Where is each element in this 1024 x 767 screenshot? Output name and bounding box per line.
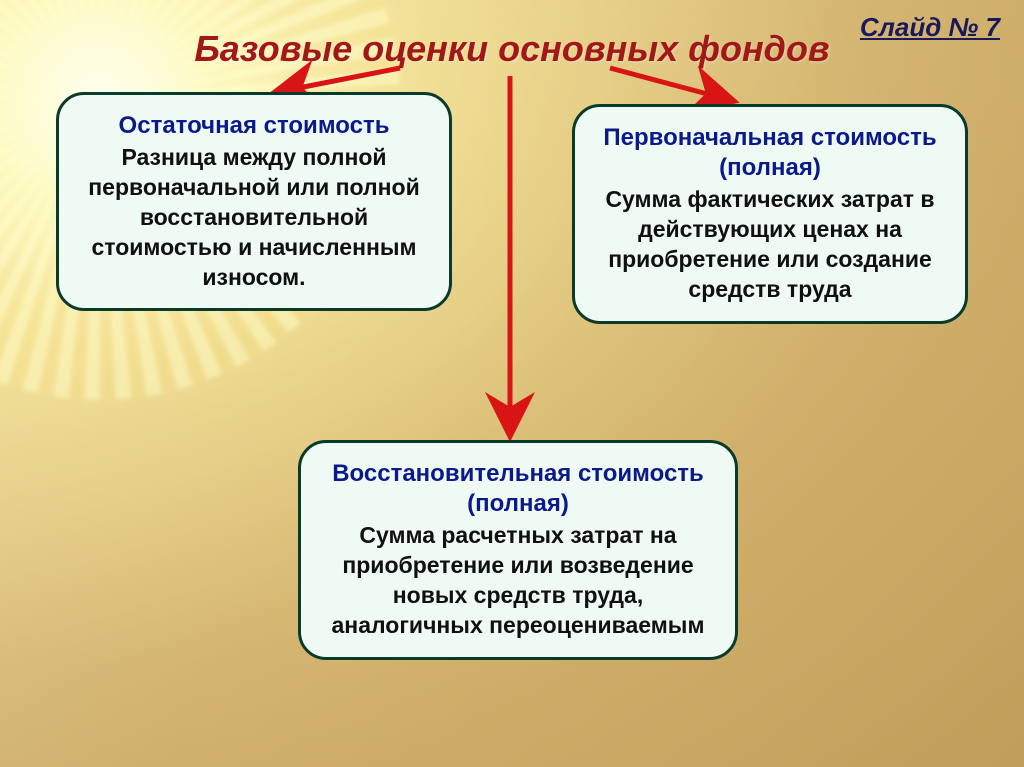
box-title: Восстановительная стоимость (полная) <box>321 459 715 519</box>
page-title: Базовые оценки основных фондов <box>0 28 1024 70</box>
box-residual-value: Остаточная стоимость Разница между полно… <box>56 92 452 311</box>
box-title: Остаточная стоимость <box>79 111 429 141</box>
box-initial-value: Первоначальная стоимость (полная) Сумма … <box>572 104 968 324</box>
box-body: Сумма фактических затрат в действующих ц… <box>595 185 945 305</box>
box-body: Сумма расчетных затрат на приобретение и… <box>321 521 715 641</box>
box-replacement-value: Восстановительная стоимость (полная) Сум… <box>298 440 738 660</box>
box-title: Первоначальная стоимость (полная) <box>595 123 945 183</box>
arrow-to-right-box <box>610 68 730 100</box>
box-body: Разница между полной первоначальной или … <box>79 143 429 292</box>
